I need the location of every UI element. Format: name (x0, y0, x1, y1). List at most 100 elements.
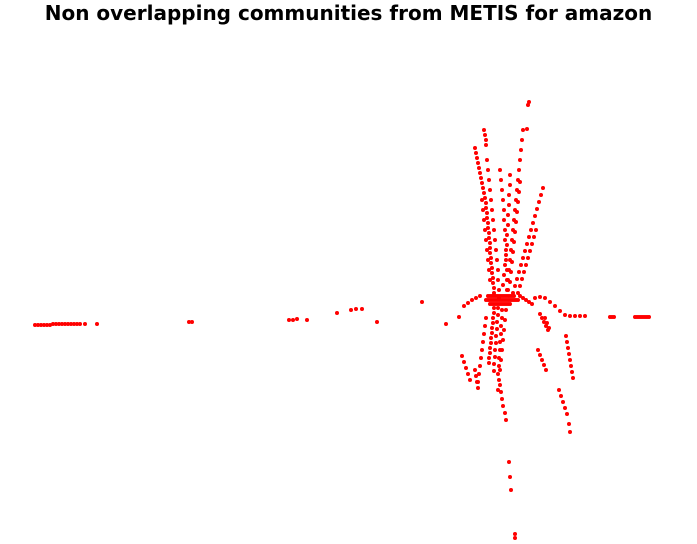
data-point (542, 363, 546, 367)
data-point (501, 198, 505, 202)
data-point (502, 328, 506, 332)
data-point (511, 250, 515, 254)
data-point (485, 216, 489, 220)
data-point (354, 307, 358, 311)
data-point (517, 190, 521, 194)
data-point (335, 311, 339, 315)
data-point (519, 263, 523, 267)
data-point (45, 323, 49, 327)
data-point (647, 315, 651, 319)
data-point (523, 249, 527, 253)
data-point (483, 133, 487, 137)
data-point (516, 200, 520, 204)
data-point (519, 148, 523, 152)
chart-title: Non overlapping communities from METIS f… (44, 1, 653, 25)
data-point (509, 488, 513, 492)
data-point (520, 277, 524, 281)
data-point (496, 306, 500, 310)
data-point (489, 198, 493, 202)
data-point (529, 228, 533, 232)
data-point (69, 322, 73, 326)
data-point (518, 180, 522, 184)
data-point (492, 311, 496, 315)
data-point (287, 318, 291, 322)
data-point (516, 291, 520, 295)
data-point (490, 208, 494, 212)
data-point (475, 380, 479, 384)
data-point (501, 338, 505, 342)
data-point (477, 372, 481, 376)
data-point (578, 314, 582, 318)
data-point (486, 258, 490, 262)
data-point (559, 394, 563, 398)
data-point (487, 231, 491, 235)
data-point (532, 235, 536, 239)
data-point (525, 127, 529, 131)
data-point (502, 218, 506, 222)
data-point (457, 315, 461, 319)
data-point (500, 188, 504, 192)
data-point (78, 322, 82, 326)
data-point (534, 228, 538, 232)
data-point (508, 302, 512, 306)
data-point (464, 366, 468, 370)
data-point (488, 241, 492, 245)
data-point (83, 322, 87, 326)
data-point (514, 220, 518, 224)
data-point (39, 323, 43, 327)
data-point (487, 356, 491, 360)
data-point (484, 138, 488, 142)
data-point (468, 378, 472, 382)
data-point (492, 362, 496, 366)
data-point (444, 322, 448, 326)
data-point (63, 322, 67, 326)
data-point (530, 242, 534, 246)
data-point (484, 143, 488, 147)
data-point (538, 312, 542, 316)
data-point (483, 196, 487, 200)
data-point (496, 278, 500, 282)
data-point (490, 266, 494, 270)
data-point (488, 188, 492, 192)
data-point (482, 218, 486, 222)
data-point (508, 280, 512, 284)
data-point (520, 138, 524, 142)
data-point (497, 288, 501, 292)
data-point (493, 355, 497, 359)
data-point (498, 168, 502, 172)
data-point (508, 173, 512, 177)
data-point (508, 183, 512, 187)
data-point (499, 178, 503, 182)
data-point (496, 372, 500, 376)
data-point (494, 341, 498, 345)
data-point (495, 327, 499, 331)
data-point (521, 296, 525, 300)
data-point (484, 316, 488, 320)
data-point (512, 294, 516, 298)
data-point (479, 356, 483, 360)
data-point (474, 296, 478, 300)
data-point (540, 358, 544, 362)
data-point (492, 228, 496, 232)
data-point (478, 364, 482, 368)
data-point (494, 334, 498, 338)
data-point (487, 178, 491, 182)
data-point (420, 300, 424, 304)
data-point (492, 291, 496, 295)
data-point (564, 334, 568, 338)
data-point (486, 221, 490, 225)
data-point (503, 238, 507, 242)
data-point (187, 320, 191, 324)
data-point (503, 318, 507, 322)
data-point (496, 313, 500, 317)
data-point (538, 295, 542, 299)
data-point (488, 351, 492, 355)
data-point (489, 261, 493, 265)
data-point (481, 208, 485, 212)
data-point (512, 240, 516, 244)
data-point (480, 198, 484, 202)
data-point (499, 390, 503, 394)
data-point (95, 322, 99, 326)
data-point (492, 306, 496, 310)
data-point (360, 307, 364, 311)
